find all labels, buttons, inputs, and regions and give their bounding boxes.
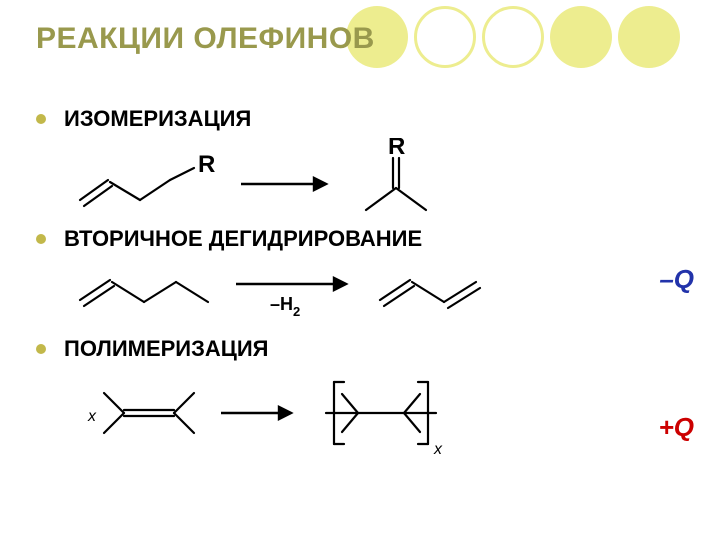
r-label-right: R bbox=[388, 138, 405, 160]
bullet-polymerization: ПОЛИМЕРИЗАЦИЯ bbox=[36, 336, 684, 362]
bullet-isomerization: ИЗОМЕРИЗАЦИЯ bbox=[36, 106, 684, 132]
bullet-dot bbox=[36, 114, 46, 124]
bullet-dot bbox=[36, 344, 46, 354]
decorative-circles bbox=[346, 6, 680, 68]
bullet-dot bbox=[36, 234, 46, 244]
circle-2 bbox=[414, 6, 476, 68]
x-label-left: x bbox=[87, 408, 97, 425]
bullet-label: ВТОРИЧНОЕ ДЕГИДРИРОВАНИЕ bbox=[64, 226, 422, 252]
circle-3 bbox=[482, 6, 544, 68]
bullet-dehydrogenation: ВТОРИЧНОЕ ДЕГИДРИРОВАНИЕ bbox=[36, 226, 684, 252]
r-label-left: R bbox=[198, 151, 215, 178]
slide-title: РЕАКЦИИ ОЛЕФИНОВ bbox=[36, 22, 375, 56]
x-label-right: x bbox=[433, 441, 443, 458]
circle-4 bbox=[550, 6, 612, 68]
slide-content: ИЗОМЕРИЗАЦИЯ R bbox=[36, 100, 684, 470]
q-label-plus: +Q bbox=[659, 412, 694, 443]
diagram-polymerization: x bbox=[66, 368, 684, 468]
diagram-isomerization: R R bbox=[66, 138, 684, 220]
diagram-dehydrogenation: –H2 –Q bbox=[66, 258, 684, 330]
bullet-label: ИЗОМЕРИЗАЦИЯ bbox=[64, 106, 251, 132]
q-label-minus: –Q bbox=[659, 264, 694, 295]
bullet-label: ПОЛИМЕРИЗАЦИЯ bbox=[64, 336, 268, 362]
circle-5 bbox=[618, 6, 680, 68]
arrow-label-h2: –H2 bbox=[270, 294, 300, 319]
